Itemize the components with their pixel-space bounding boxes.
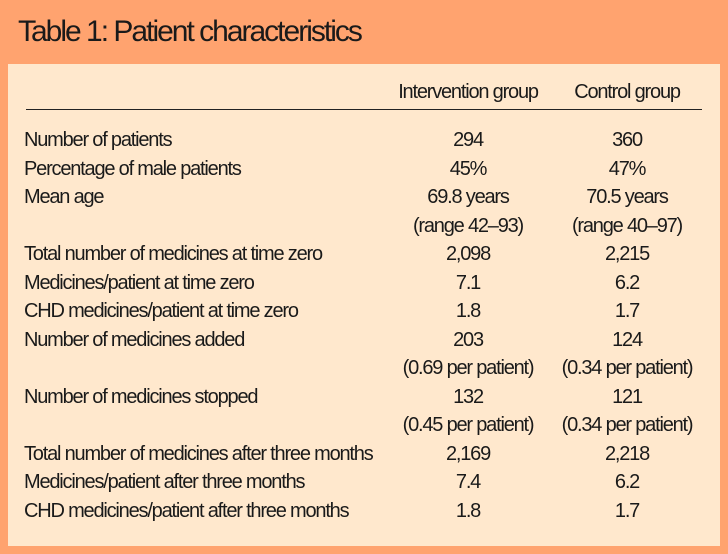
cell-value: 1.7 xyxy=(614,499,640,522)
row-label: Total number of medicines after three mo… xyxy=(24,442,374,465)
table-row: Number of medicines added 203 (0.69 per pa… xyxy=(8,326,720,383)
row-label: Percentage of male patients xyxy=(24,157,242,180)
table-row: Total number of medicines at time zero 2,… xyxy=(8,240,720,269)
cell-value: 70.5 years xyxy=(586,186,669,208)
table-row: Medicines/patient after three months 7.4 6… xyxy=(8,468,720,497)
row-label: Number of medicines stopped xyxy=(24,385,258,408)
cell-value: 6.2 xyxy=(614,471,640,493)
table-panel: Intervention group Control group Number … xyxy=(8,64,720,546)
cell-value: 2,218 xyxy=(604,442,650,465)
table-row: Mean age 69.8 years (range 42–93) 70.5 year… xyxy=(8,183,720,240)
row-label: Medicines/patient after three months xyxy=(24,471,306,493)
cell-value: 1.8 xyxy=(455,499,481,522)
cell-intervention: 2,098 xyxy=(388,240,548,269)
table-row: Total number of medicines after three mo… xyxy=(8,440,720,469)
table-row: Medicines/patient at time zero 7.1 6.2 xyxy=(8,269,720,298)
cell-value: (0.34 per patient) xyxy=(561,357,694,379)
cell-control: 6.2 xyxy=(554,468,700,497)
cell-value: (range 40–97) xyxy=(571,214,683,237)
row-label: Medicines/patient at time zero xyxy=(24,271,255,294)
cell-control: 1.7 xyxy=(554,497,700,526)
cell-value: 45% xyxy=(449,157,488,180)
row-label: Mean age xyxy=(24,186,105,208)
cell-control: 360 xyxy=(554,126,700,155)
cell-value: 2,215 xyxy=(604,243,650,265)
column-header-control: Control group xyxy=(574,81,681,103)
cell-value: 203 xyxy=(453,328,484,351)
row-label: Number of patients xyxy=(24,129,173,151)
row-label: CHD medicines/patient after three months xyxy=(24,499,350,522)
cell-control: 121 (0.34 per patient) xyxy=(554,383,700,440)
cell-value: 121 xyxy=(612,385,643,408)
cell-value: 7.1 xyxy=(455,271,481,294)
cell-intervention: 203 (0.69 per patient) xyxy=(388,326,548,383)
cell-value: (0.34 per patient) xyxy=(561,414,694,436)
cell-value: 2,169 xyxy=(445,442,491,465)
cell-intervention: 132 (0.45 per patient) xyxy=(388,383,548,440)
cell-control: 2,215 xyxy=(554,240,700,269)
cell-value: 2,098 xyxy=(445,243,491,265)
cell-intervention: 7.1 xyxy=(388,269,548,298)
table-row: Percentage of male patients 45% 47% xyxy=(8,155,720,184)
cell-control: 124 (0.34 per patient) xyxy=(554,326,700,383)
row-label: Total number of medicines at time zero xyxy=(24,243,323,265)
cell-control: 70.5 years (range 40–97) xyxy=(554,183,700,240)
table-row: CHD medicines/patient at time zero 1.8 1.7 xyxy=(8,297,720,326)
column-header-intervention: Intervention group xyxy=(398,81,539,103)
cell-value: 360 xyxy=(612,129,643,151)
cell-value: 1.7 xyxy=(614,300,640,322)
cell-value: (0.45 per patient) xyxy=(402,414,535,436)
cell-intervention: 294 xyxy=(388,126,548,155)
table-title: Table 1: Patient characteristics xyxy=(18,15,363,48)
cell-intervention: 7.4 xyxy=(388,468,548,497)
cell-control: 2,218 xyxy=(554,440,700,469)
cell-intervention: 1.8 xyxy=(388,297,548,326)
table-row: Number of patients 294 360 xyxy=(8,126,720,155)
cell-value: (range 42–93) xyxy=(412,214,524,237)
cell-control: 6.2 xyxy=(554,269,700,298)
cell-intervention: 69.8 years (range 42–93) xyxy=(388,183,548,240)
cell-intervention: 45% xyxy=(388,155,548,184)
cell-control: 47% xyxy=(554,155,700,184)
cell-value: 1.8 xyxy=(455,300,481,322)
cell-value: 294 xyxy=(453,129,484,151)
header-rule xyxy=(26,109,702,110)
row-label: CHD medicines/patient at time zero xyxy=(24,300,299,322)
cell-control: 1.7 xyxy=(554,297,700,326)
cell-value: 47% xyxy=(608,157,647,180)
cell-value: 6.2 xyxy=(614,271,640,294)
cell-value: 124 xyxy=(612,328,643,351)
table-row: Number of medicines stopped 132 (0.45 per … xyxy=(8,383,720,440)
table-body: Number of patients 294 360 Percentage of ma… xyxy=(8,126,720,525)
row-label: Number of medicines added xyxy=(24,328,245,351)
cell-value: 69.8 years xyxy=(427,186,510,208)
cell-intervention: 1.8 xyxy=(388,497,548,526)
table-row: CHD medicines/patient after three months… xyxy=(8,497,720,526)
cell-value: 7.4 xyxy=(455,471,481,493)
cell-value: 132 xyxy=(453,385,484,408)
cell-intervention: 2,169 xyxy=(388,440,548,469)
cell-value: (0.69 per patient) xyxy=(402,357,535,379)
